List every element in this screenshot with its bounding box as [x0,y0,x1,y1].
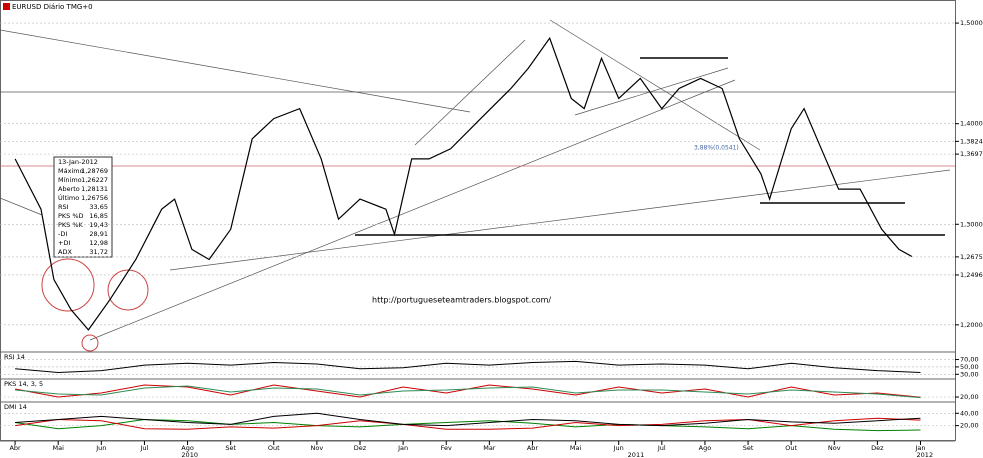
x-tick-label: Ago [699,444,712,452]
y-tick-label: 1,40000 [960,120,983,128]
x-tick-label: Jun [95,444,106,452]
x-tick-label: Ago [181,444,194,452]
pane-title: DMI 14 [4,403,27,411]
info-label: Último [58,193,79,202]
symbol-icon [3,3,10,10]
series-line [15,360,921,374]
x-tick-label: Nov [828,444,841,452]
highlight-circle [41,258,95,312]
y-tick-label: 1,38243 [960,137,983,145]
y-tick-label: 1,20000 [960,321,983,329]
year-label: 2010 [181,451,198,458]
info-label: Mínimo [58,176,82,184]
year-label: 2012 [917,451,934,458]
x-tick-label: Mai [570,444,582,452]
x-tick-label: Jul [140,444,149,452]
series-line [15,418,921,432]
info-label: PKS %K [58,221,84,229]
pane-title: PKS 14, 3, 5 [4,380,43,388]
chart-title: EURUSD Diário TMG+0 [12,3,93,11]
info-box-frame [53,156,113,258]
pane-title: RSI 14 [4,353,25,361]
x-tick-label: Out [785,444,797,452]
y-tick-label: 1,26756 [960,253,983,261]
x-tick-label: Jun [613,444,624,452]
info-label: +DI [58,239,70,247]
x-tick-label: Fev [441,444,452,452]
info-value: 1,26227 [81,176,108,184]
x-tick-label: Mar [483,444,496,452]
x-tick-label: Dez [354,444,367,452]
series-line [15,385,921,399]
x-tick-label: Abr [9,444,21,452]
highlight-circle [81,334,99,352]
info-value: 1,28131 [81,185,108,193]
info-label: PKS %D [58,212,84,220]
x-tick-label: Abr [527,444,539,452]
y-tick-label: 1,50000 [960,19,983,27]
x-tick-label: Set [225,444,236,452]
info-value: 33,65 [89,203,108,211]
info-label: Máximo [58,167,84,175]
info-value: 28,91 [89,230,108,238]
x-tick-label: Jan [914,444,925,452]
year-label: 2011 [628,451,645,458]
y-tick-label: 30,00 [960,370,979,378]
info-value: 19,43 [89,221,108,229]
info-label: Aberto [58,185,80,193]
info-date: 13-Jan-2012 [58,158,98,166]
info-value: 12,98 [89,239,108,247]
info-value: 1,26756 [81,194,108,202]
x-tick-label: Dez [871,444,884,452]
x-tick-label: Jan [397,444,408,452]
info-value: 31,72 [89,248,108,256]
y-tick-label: 20,00 [960,422,979,430]
url-annotation: http://portugueseteamtraders.blogspot.co… [372,296,551,305]
x-tick-label: Mai [53,444,65,452]
support-lines [355,57,945,236]
y-tick-label: 1,36974 [960,150,983,158]
highlight-circle [107,269,149,311]
series-line [15,417,921,430]
info-label: ADX [58,248,72,256]
trend-lines [0,19,955,341]
info-label: RSI [58,203,69,211]
series-line [15,412,921,427]
info-label: -DI [58,230,67,238]
x-tick-label: Nov [311,444,324,452]
info-value: 16,85 [89,212,108,220]
y-tick-label: 70,00 [960,356,979,364]
y-tick-label: 50,00 [960,363,979,371]
series-line [14,36,913,331]
x-tick-label: Set [743,444,754,452]
fib-annotation: 3,88%(0,0541) [694,145,739,152]
y-tick-label: 40,00 [960,409,979,417]
y-tick-label: 20,00 [960,393,979,401]
x-tick-label: Jul [657,444,666,452]
x-tick-label: Out [268,444,280,452]
y-tick-label: 1,30000 [960,220,983,228]
info-value: 1,28769 [81,167,108,175]
